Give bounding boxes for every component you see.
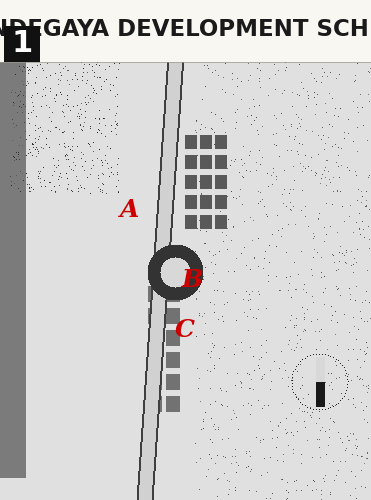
Bar xyxy=(0,62,371,500)
Text: C: C xyxy=(175,318,195,342)
Text: WANDEGAYA DEVELOPMENT SCHEME: WANDEGAYA DEVELOPMENT SCHEME xyxy=(0,18,371,41)
Text: B: B xyxy=(181,268,203,292)
Bar xyxy=(4,26,40,62)
Text: 1: 1 xyxy=(12,30,33,58)
Bar xyxy=(0,0,371,62)
Text: A: A xyxy=(120,198,140,222)
